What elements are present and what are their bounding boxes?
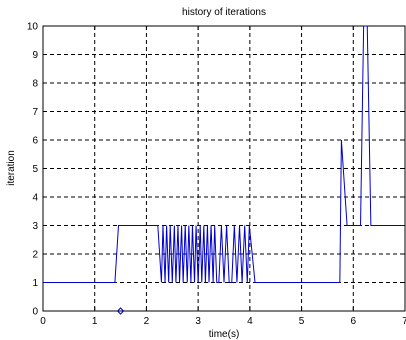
x-tick-label-5: 5	[299, 316, 305, 327]
y-tick-label-6: 6	[32, 136, 38, 147]
x-tick-label-2: 2	[144, 316, 150, 327]
y-axis-label: iteration	[6, 150, 17, 186]
y-tick-label-1: 1	[32, 278, 38, 289]
series-layer	[43, 25, 405, 283]
x-axis-label: time(s)	[209, 329, 240, 340]
x-tick-label-7: 7	[402, 316, 406, 327]
x-tick-label-0: 0	[40, 316, 46, 327]
data-marker	[116, 307, 125, 315]
y-tick-label-4: 4	[32, 193, 38, 204]
plot-area-frame	[42, 25, 406, 312]
series-line-0	[43, 25, 405, 283]
y-tick-label-8: 8	[32, 79, 38, 90]
x-tick-label-6: 6	[351, 316, 357, 327]
marker-layer	[116, 307, 125, 315]
x-tick-label-3: 3	[195, 316, 201, 327]
chart-title: history of iterations	[182, 7, 266, 18]
grid-lines	[43, 26, 405, 311]
y-tick-label-0: 0	[32, 307, 38, 318]
x-tick-label-4: 4	[247, 316, 253, 327]
y-tick-label-2: 2	[32, 250, 38, 261]
axis-ticks: 0 1 2 3 4 5 6 7 0 1 2 3 4 5 6 7 8 9 10	[27, 22, 406, 328]
y-tick-label-5: 5	[32, 164, 38, 175]
y-tick-label-3: 3	[32, 221, 38, 232]
y-tick-label-10: 10	[27, 22, 39, 33]
y-tick-label-7: 7	[32, 107, 38, 118]
y-tick-label-9: 9	[32, 50, 38, 61]
x-tick-label-1: 1	[92, 316, 98, 327]
